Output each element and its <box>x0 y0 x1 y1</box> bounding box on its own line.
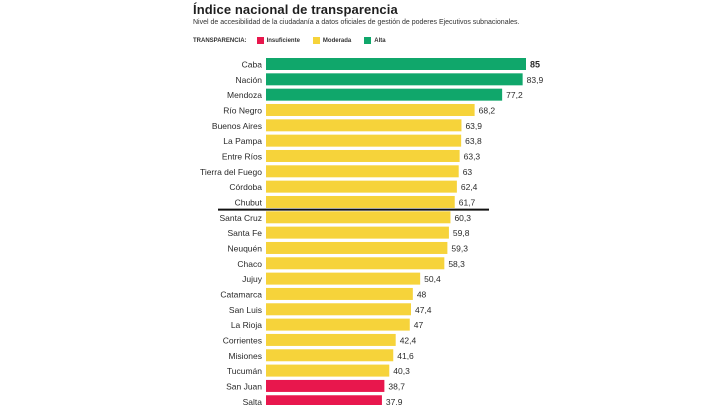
value-label-neuquen: 59,3 <box>451 243 468 253</box>
value-label-tierra-del-fuego: 63 <box>463 167 473 177</box>
bar-cordoba <box>266 180 457 193</box>
bar-nacion <box>266 73 523 86</box>
bar-san-juan <box>266 379 385 392</box>
value-label-chaco: 58,3 <box>448 259 465 269</box>
value-label-tucuman: 40,3 <box>393 366 410 376</box>
legend-item-alta: Alta <box>364 37 386 44</box>
bar-tucuman <box>266 364 390 377</box>
bar-la-pampa <box>266 134 462 147</box>
value-label-buenos-aires: 63,9 <box>465 121 482 131</box>
category-label-nacion: Nación <box>236 75 263 85</box>
legend-title: TRANSPARENCIA: <box>193 37 247 44</box>
category-label-cordoba: Córdoba <box>229 182 262 192</box>
bar-chaco <box>266 257 445 270</box>
value-label-san-juan: 38,7 <box>388 381 405 391</box>
category-label-la-rioja: La Rioja <box>231 320 262 330</box>
legend-swatch-moderada <box>312 37 320 44</box>
bar-la-rioja <box>266 318 410 331</box>
category-label-tucuman: Tucumán <box>227 366 262 376</box>
bar-mendoza <box>266 88 503 101</box>
legend-label-alta: Alta <box>374 37 386 44</box>
value-label-corrientes: 42,4 <box>400 335 417 345</box>
category-label-caba: Caba <box>242 60 263 70</box>
category-label-buenos-aires: Buenos Aires <box>212 121 262 131</box>
value-label-la-rioja: 47 <box>414 320 424 330</box>
legend-swatch-alta <box>364 37 372 44</box>
bar-misiones <box>266 349 394 362</box>
bar-san-luis <box>266 303 411 316</box>
bar-santa-fe <box>266 226 449 239</box>
category-label-san-luis: San Luis <box>229 305 262 315</box>
bar-entre-rios <box>266 149 460 162</box>
value-label-san-luis: 47,4 <box>415 305 432 315</box>
bar-jujuy <box>266 272 421 285</box>
category-label-la-pampa: La Pampa <box>223 136 262 146</box>
category-label-jujuy: Jujuy <box>242 274 263 284</box>
value-label-santa-cruz: 60,3 <box>454 213 471 223</box>
bar-buenos-aires <box>266 119 462 132</box>
category-label-san-juan: San Juan <box>226 381 262 391</box>
legend-item-insuficiente: Insuficiente <box>256 37 300 44</box>
category-label-santa-cruz: Santa Cruz <box>219 213 262 223</box>
category-label-chubut: Chubut <box>235 197 263 207</box>
category-label-chaco: Chaco <box>237 259 262 269</box>
category-label-tierra-del-fuego: Tierra del Fuego <box>200 167 262 177</box>
value-label-misiones: 41,6 <box>397 351 414 361</box>
value-label-mendoza: 77,2 <box>506 90 523 100</box>
category-label-entre-rios: Entre Ríos <box>222 151 262 161</box>
bar-tierra-del-fuego <box>266 165 459 178</box>
bar-salta <box>266 395 382 405</box>
value-label-chubut: 61,7 <box>459 197 476 207</box>
category-label-catamarca: Catamarca <box>220 289 262 299</box>
bar-caba <box>266 58 526 70</box>
bar-santa-cruz <box>266 211 451 224</box>
bar-catamarca <box>266 287 413 300</box>
category-label-corrientes: Corrientes <box>223 335 262 345</box>
bar-chubut <box>266 195 455 208</box>
bar-rio-negro <box>266 103 475 116</box>
legend-label-insuficiente: Insuficiente <box>266 37 300 44</box>
legend: TRANSPARENCIA: Insuficiente Moderada Alt… <box>193 37 394 44</box>
bar-corrientes <box>266 333 396 346</box>
legend-label-moderada: Moderada <box>322 37 352 44</box>
value-label-nacion: 83,9 <box>527 75 544 85</box>
chart-title: Índice nacional de transparencia <box>193 2 398 17</box>
value-label-salta: 37,9 <box>386 397 403 405</box>
value-label-catamarca: 48 <box>417 289 427 299</box>
value-label-jujuy: 50,4 <box>424 274 441 284</box>
legend-swatch-insuficiente <box>256 37 264 44</box>
legend-item-moderada: Moderada <box>312 37 352 44</box>
bar-neuquen <box>266 241 448 254</box>
value-label-santa-fe: 59,8 <box>453 228 470 238</box>
value-label-la-pampa: 63,8 <box>465 136 482 146</box>
category-label-salta: Salta <box>243 397 263 405</box>
category-label-rio-negro: Río Negro <box>223 105 262 115</box>
category-label-misiones: Misiones <box>228 351 262 361</box>
category-label-neuquen: Neuquén <box>227 243 262 253</box>
value-label-caba: 85 <box>530 60 540 70</box>
category-label-santa-fe: Santa Fe <box>228 228 263 238</box>
value-label-cordoba: 62,4 <box>461 182 478 192</box>
value-label-entre-rios: 63,3 <box>464 151 481 161</box>
value-label-rio-negro: 68,2 <box>479 105 496 115</box>
category-label-mendoza: Mendoza <box>227 90 262 100</box>
chart-subtitle: Nivel de accesibilidad de la ciudadanía … <box>193 19 520 26</box>
